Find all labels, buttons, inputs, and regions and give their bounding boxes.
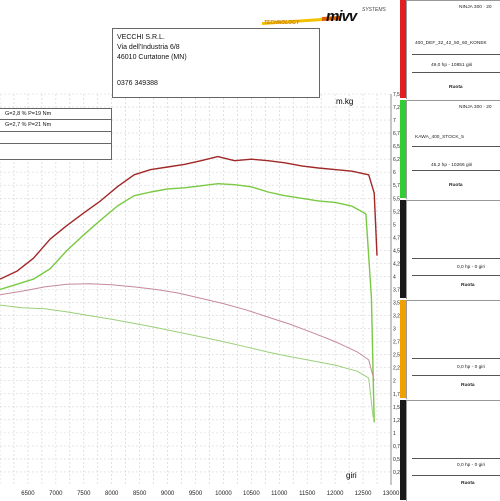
x-axis-label: giri xyxy=(346,471,357,480)
logo-tech-text: TECHNOLOGY xyxy=(264,20,300,26)
x-tick-label: 13000 xyxy=(383,491,400,497)
run-card-3[interactable]: 0,0 hp - 0 giri Ruota xyxy=(406,200,500,299)
y-tick-label: 7,25 xyxy=(393,105,400,111)
y-tick-label: 6,25 xyxy=(393,157,400,163)
y-tick-label: 0,25 xyxy=(393,470,400,476)
y-tick-label: 3 xyxy=(393,327,396,333)
company-name: VECCHI S.R.L. xyxy=(117,34,165,41)
run-card-4[interactable]: 0,0 hp - 0 giri Ruota xyxy=(406,300,500,399)
legend-entry: G=2,7 % P=21 Nm xyxy=(5,122,52,128)
run-label: Ruota xyxy=(461,283,475,288)
x-tick-label: 10500 xyxy=(243,491,260,497)
run-name: KAWA_400_STOCK_5 xyxy=(415,135,464,140)
y-tick-label: 3,25 xyxy=(393,314,400,320)
run-label: Ruota xyxy=(461,383,475,388)
y-tick-label: 6,75 xyxy=(393,131,400,137)
legend-entry: G=2,8 % P=19 Nm xyxy=(5,111,52,117)
series-line-1 xyxy=(0,155,378,280)
chart-series xyxy=(0,155,378,423)
y-tick-label: 4,25 xyxy=(393,261,400,267)
chart-grid xyxy=(0,93,392,485)
y-tick-label: 5,25 xyxy=(393,209,400,215)
y-tick-label: 5,75 xyxy=(393,183,400,189)
y-tick-label: 2 xyxy=(393,379,396,385)
x-tick-label: 11500 xyxy=(299,491,316,497)
x-tick-label: 11000 xyxy=(271,491,288,497)
y-tick-label: 2,25 xyxy=(393,366,400,372)
series-line-4 xyxy=(0,304,374,418)
phone-number: 0376 349388 xyxy=(117,80,158,87)
run-model: NINJA 300 · 20 xyxy=(459,5,492,10)
run-name: 400_DEF_32_42_50_60_KONEK xyxy=(415,41,487,46)
y-axis-ticks: 0,25 0,5 0,75 1 1,25 1,5 1,75 2 2,25 2,5 2,75 3 3,25… xyxy=(393,92,400,476)
run-model: NINJA 300 · 20 xyxy=(459,105,492,110)
run-label: Ruota xyxy=(449,183,463,188)
run-value: 0,0 hp - 0 giri xyxy=(457,265,485,270)
logo-swoosh-icon xyxy=(262,16,340,25)
y-tick-label: 3,5 xyxy=(393,301,400,307)
y-tick-label: 7,5 xyxy=(393,92,400,98)
x-tick-label: 8000 xyxy=(105,491,119,497)
run-value: 45,2 hp - 10266 giri xyxy=(431,163,473,168)
y-tick-label: 1 xyxy=(393,431,396,437)
x-tick-label: 6500 xyxy=(21,491,35,497)
y-tick-label: 0,75 xyxy=(393,444,400,450)
x-tick-label: 8500 xyxy=(133,491,147,497)
x-axis-ticks: 6500 7000 7500 8000 8500 9000 9500 10000 10500 11… xyxy=(21,491,400,497)
run-card-2[interactable]: NINJA 300 · 20 KAWA_400_STOCK_5 45,2 hp … xyxy=(406,100,500,199)
y-tick-label: 0,5 xyxy=(393,457,400,463)
x-tick-label: 12500 xyxy=(355,491,372,497)
logo-sub-text: SYSTEMS xyxy=(362,7,386,13)
dyno-chart: 6500 7000 7500 8000 8500 9000 9500 10000 10500 11… xyxy=(0,92,400,497)
address-box: VECCHI S.R.L. Via dell'Industria 6/8 460… xyxy=(112,28,320,98)
x-tick-label: 12000 xyxy=(327,491,344,497)
y-tick-label: 2,75 xyxy=(393,340,400,346)
y-tick-label: 4,5 xyxy=(393,248,400,254)
y-tick-label: 4 xyxy=(393,274,396,280)
x-tick-label: 9500 xyxy=(189,491,203,497)
x-tick-label: 10000 xyxy=(215,491,232,497)
run-card-5[interactable]: 0,0 hp - 0 giri Ruota xyxy=(406,400,500,501)
y-tick-label: 4,75 xyxy=(393,235,400,241)
run-color-bar xyxy=(400,300,406,398)
legend-box: G=2,8 % P=19 Nm G=2,7 % P=21 Nm xyxy=(0,108,112,160)
run-color-bar xyxy=(400,200,406,298)
run-color-bar xyxy=(400,0,406,98)
y-tick-label: 3,75 xyxy=(393,288,400,294)
series-line-2 xyxy=(0,183,375,423)
y-tick-label: 1,75 xyxy=(393,392,400,398)
x-tick-label: 7500 xyxy=(77,491,91,497)
run-card-1[interactable]: NINJA 300 · 20 400_DEF_32_42_50_60_KONEK… xyxy=(406,0,500,99)
run-value: 49,0 hp - 10851 giri xyxy=(431,63,473,68)
run-label: Ruota xyxy=(461,481,475,486)
series-line-3 xyxy=(0,283,375,381)
run-color-bar xyxy=(400,400,406,500)
x-tick-label: 7000 xyxy=(49,491,63,497)
run-value: 0,0 hp - 0 giri xyxy=(457,463,485,468)
y-tick-label: 5,5 xyxy=(393,196,400,202)
run-value: 0,0 hp - 0 giri xyxy=(457,365,485,370)
y-tick-label: 1,5 xyxy=(393,405,400,411)
y-axis-label: m.kg xyxy=(336,97,353,106)
x-tick-label: 9000 xyxy=(161,491,175,497)
street-address: Via dell'Industria 6/8 xyxy=(117,44,180,51)
y-tick-label: 6 xyxy=(393,170,396,176)
run-label: Ruota xyxy=(449,85,463,90)
y-tick-label: 7 xyxy=(393,118,396,124)
brand-logo: TECHNOLOGY mivv SYSTEMS xyxy=(262,6,400,28)
run-color-bar xyxy=(400,100,406,198)
y-tick-label: 5 xyxy=(393,222,396,228)
city-address: 46010 Curtatone (MN) xyxy=(117,54,187,61)
y-tick-label: 1,25 xyxy=(393,418,400,424)
logo-brand-text: mivv xyxy=(326,8,357,25)
y-tick-label: 6,5 xyxy=(393,144,400,150)
y-tick-label: 2,5 xyxy=(393,353,400,359)
